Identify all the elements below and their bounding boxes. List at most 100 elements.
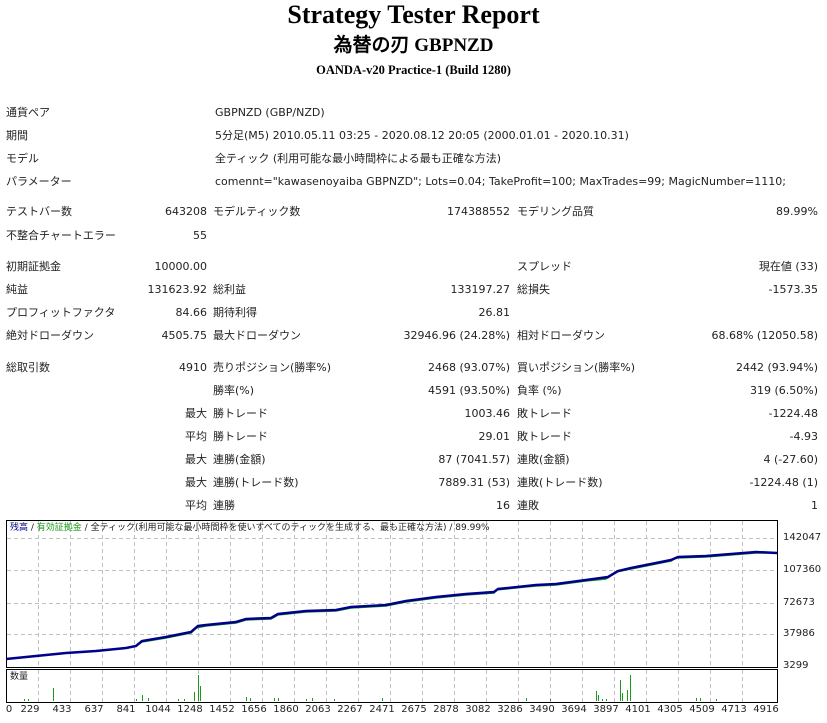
x-tick: 229	[20, 704, 40, 715]
server-build: OANDA-v20 Practice-1 (Build 1280)	[316, 63, 511, 77]
params-label: パラメーター	[6, 175, 72, 188]
expected-payoff-label: 期待利得	[213, 306, 257, 319]
x-tick: 2471	[369, 704, 395, 715]
bars-value: 643208	[165, 205, 207, 218]
profit-factor-value: 84.66	[175, 306, 208, 319]
cons-loss-count-label: 連敗(トレード数)	[517, 476, 603, 489]
report-subtitle: 為替の刃 GBPNZD	[333, 35, 494, 56]
legend-equity: 有効証拠金	[36, 523, 82, 533]
cons-loss-money-value: 4 (-27.60)	[763, 453, 818, 466]
bars-label: テストバー数	[6, 205, 72, 218]
model-label: モデル	[6, 152, 39, 165]
cons-win-money-value: 87 (7041.57)	[438, 453, 510, 466]
cons-loss-count-value: -1224.48 (1)	[749, 476, 818, 489]
x-tick: 4101	[625, 704, 651, 715]
loss-rate-label: 負率 (%)	[517, 384, 562, 397]
deposit-label: 初期証拠金	[6, 260, 61, 273]
x-tick: 1044	[145, 704, 171, 715]
x-tick: 4305	[657, 704, 683, 715]
avg-cons-win-label: 連勝	[213, 499, 235, 512]
x-tick: 4713	[721, 704, 747, 715]
short-positions-value: 2468 (93.07%)	[427, 361, 510, 374]
balance-chart-svg	[6, 520, 778, 703]
x-tick: 0	[5, 704, 13, 715]
chart-legend: 残高 / 有効証拠金 / 全ティック(利用可能な最小時間枠を使いすべてのティック…	[10, 523, 490, 534]
max-win-value: 1003.46	[464, 407, 511, 420]
legend-quality: 89.99%	[455, 523, 490, 533]
net-profit-value: 131623.92	[147, 283, 208, 296]
x-tick: 2267	[337, 704, 363, 715]
y-tick: 142047	[783, 532, 822, 543]
rel-drawdown-value: 68.68% (12050.58)	[711, 329, 818, 342]
x-tick: 841	[116, 704, 136, 715]
y-tick: 37986	[783, 628, 815, 639]
win-rate-label: 勝率(%)	[213, 384, 255, 397]
mismatch-label: 不整合チャートエラー	[6, 229, 116, 242]
short-positions-label: 売りポジション(勝率%)	[213, 361, 332, 374]
max-prefix: 最大	[185, 476, 207, 489]
cons-win-money-label: 連勝(金額)	[213, 453, 266, 466]
max-drawdown-value: 32946.96 (24.28%)	[403, 329, 510, 342]
abs-drawdown-label: 絶対ドローダウン	[6, 329, 94, 342]
avg-cons-loss-value: 1	[811, 499, 818, 512]
cons-loss-money-label: 連敗(金額)	[517, 453, 570, 466]
avg-cons-loss-label: 連敗	[517, 499, 539, 512]
x-tick: 3286	[497, 704, 523, 715]
report-title: Strategy Tester Report	[287, 0, 540, 29]
balance-chart	[6, 520, 778, 703]
max-prefix: 最大	[185, 407, 207, 420]
y-tick: 107360	[783, 564, 822, 575]
deposit-value: 10000.00	[154, 260, 208, 273]
max-loss-label: 敗トレード	[517, 407, 572, 420]
ticks-value: 174388552	[447, 205, 510, 218]
x-tick: 1452	[209, 704, 235, 715]
x-tick: 637	[84, 704, 104, 715]
y-tick: 3299	[783, 660, 809, 671]
loss-rate-value: 319 (6.50%)	[749, 384, 818, 397]
cons-win-count-label: 連勝(トレード数)	[213, 476, 299, 489]
symbol-value: GBPNZD (GBP/NZD)	[215, 106, 325, 119]
period-value: 5分足(M5) 2010.05.11 03:25 - 2020.08.12 20…	[215, 129, 629, 142]
legend-balance: 残高	[10, 523, 29, 533]
avg-cons-win-value: 16	[496, 499, 510, 512]
volume-label: 数量	[10, 672, 29, 682]
x-tick: 2878	[433, 704, 459, 715]
x-tick: 2675	[401, 704, 427, 715]
avg-win-value: 29.01	[478, 430, 511, 443]
rel-drawdown-label: 相対ドローダウン	[517, 329, 605, 342]
gross-profit-value: 133197.27	[450, 283, 511, 296]
profit-factor-label: プロフィットファクタ	[6, 306, 116, 319]
spread-value: 現在値 (33)	[758, 260, 818, 273]
legend-separator: /	[28, 523, 37, 533]
avg-win-label: 勝トレード	[213, 430, 268, 443]
legend-separator: /	[446, 523, 456, 533]
x-tick: 3082	[465, 704, 491, 715]
x-tick: 4509	[689, 704, 715, 715]
max-win-label: 勝トレード	[213, 407, 268, 420]
x-tick: 3694	[561, 704, 587, 715]
x-tick: 1860	[273, 704, 299, 715]
net-profit-label: 純益	[6, 283, 28, 296]
avg-prefix: 平均	[185, 499, 207, 512]
total-trades-value: 4910	[179, 361, 207, 374]
symbol-label: 通貨ペア	[6, 106, 50, 119]
params-value: comennt="kawasenoyaiba GBPNZD"; Lots=0.0…	[215, 175, 786, 188]
gross-loss-value: -1573.35	[768, 283, 818, 296]
y-tick: 72673	[783, 597, 815, 608]
ticks-label: モデルティック数	[213, 205, 301, 218]
mismatch-value: 55	[193, 229, 207, 242]
gross-loss-label: 総損失	[517, 283, 550, 296]
x-tick: 4916	[753, 704, 779, 715]
grid-lines	[7, 521, 777, 702]
x-tick: 1248	[177, 704, 203, 715]
volume-bars	[24, 675, 717, 701]
x-tick: 3490	[529, 704, 555, 715]
total-trades-label: 総取引数	[6, 361, 50, 374]
win-rate-value: 4591 (93.50%)	[427, 384, 510, 397]
quality-label: モデリング品質	[517, 205, 594, 218]
x-tick: 1656	[241, 704, 267, 715]
x-tick: 433	[52, 704, 72, 715]
abs-drawdown-value: 4505.75	[161, 329, 208, 342]
max-drawdown-label: 最大ドローダウン	[213, 329, 301, 342]
gross-profit-label: 総利益	[213, 283, 246, 296]
